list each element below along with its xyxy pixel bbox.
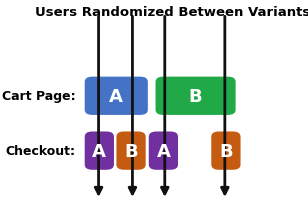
Text: A: A	[109, 87, 123, 105]
FancyBboxPatch shape	[116, 132, 146, 170]
FancyBboxPatch shape	[85, 132, 114, 170]
Text: Checkout:: Checkout:	[6, 144, 75, 157]
FancyBboxPatch shape	[85, 77, 148, 115]
Text: Users Randomized Between Variants: Users Randomized Between Variants	[35, 6, 308, 19]
FancyBboxPatch shape	[211, 132, 241, 170]
Text: A: A	[156, 142, 170, 160]
FancyBboxPatch shape	[149, 132, 178, 170]
Text: B: B	[219, 142, 233, 160]
FancyBboxPatch shape	[156, 77, 236, 115]
Text: Cart Page:: Cart Page:	[2, 89, 75, 102]
Text: A: A	[92, 142, 106, 160]
Text: B: B	[124, 142, 138, 160]
Text: B: B	[189, 87, 202, 105]
